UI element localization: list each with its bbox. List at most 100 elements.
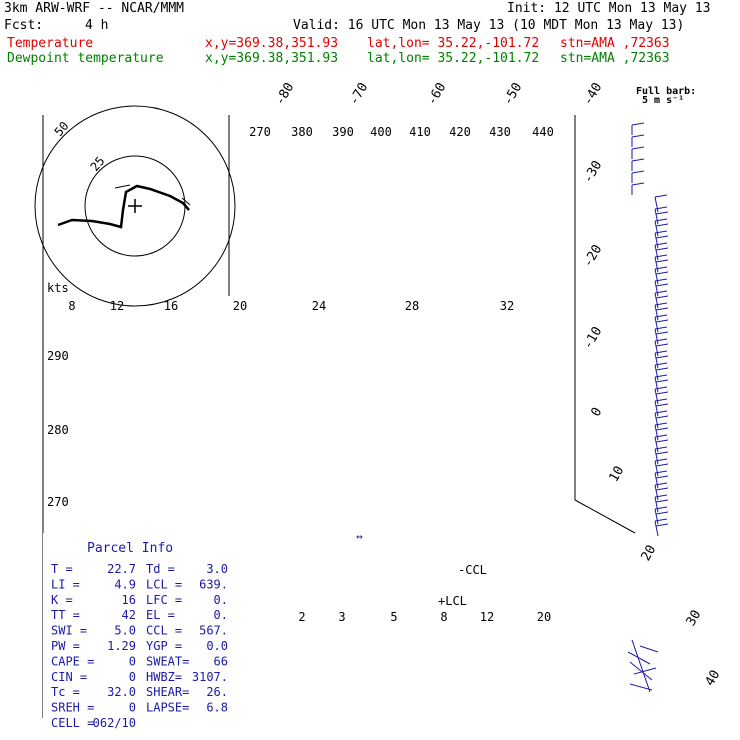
parcel-row-value: 32.0 — [107, 685, 136, 699]
isotherm-label: -20 — [581, 242, 606, 270]
parcel-row-label: SREH = — [51, 701, 94, 715]
wind-barb — [631, 158, 645, 171]
hodograph-speed-label: 28 — [405, 299, 419, 313]
panel-corner-line — [574, 499, 636, 534]
wind-barb — [654, 290, 669, 309]
hodograph-trace — [57, 184, 190, 229]
isotherm-label: -80 — [273, 80, 298, 108]
parcel-row-label: Tc = — [51, 685, 80, 699]
parcel-row-value: 4.9 — [114, 577, 136, 591]
parcel-row-value: 16 — [122, 593, 136, 607]
wind-barb — [631, 146, 645, 159]
wind-barb — [631, 170, 645, 183]
theta-label: 380 — [291, 125, 313, 139]
parcel-row-value: 1.29 — [107, 639, 136, 653]
hodograph-speed-label: 12 — [110, 299, 124, 313]
parcel-row-label: PW = — [51, 639, 80, 653]
barb-legend-title: Full barb: — [636, 86, 696, 97]
valid-time: Valid: 16 UTC Mon 13 May 13 (10 MDT Mon … — [293, 18, 685, 33]
isotherm-label: -10 — [581, 324, 606, 352]
wind-barb — [654, 398, 669, 417]
parcel-row-label: K = — [51, 593, 73, 607]
theta-label: 400 — [370, 125, 392, 139]
parcel-row-value: 26. — [206, 685, 228, 699]
hodograph-units-label: kts — [47, 281, 69, 295]
theta-left-label: 280 — [47, 423, 69, 437]
mixing-ratio-label: 20 — [537, 610, 551, 624]
wind-barb — [654, 494, 669, 513]
dewpoint-station: stn=AMA ,72363 — [560, 51, 670, 66]
parcel-row-value: 639. — [199, 577, 228, 591]
isotherm-label: -70 — [347, 80, 372, 108]
wind-barb — [654, 350, 669, 369]
parcel-row-value: 22.7 — [107, 562, 136, 576]
hodograph-ring-label: 25 — [88, 154, 108, 174]
forecast-label: Fcst: — [4, 18, 44, 33]
hodograph: 25 50 kts 8 12 16 20 24 28 32 — [34, 105, 514, 313]
wind-barb — [654, 482, 669, 501]
temperature-xy: x,y=369.38,351.93 — [205, 36, 339, 51]
wind-barb — [631, 134, 645, 147]
lcl-marker-label: +LCL — [438, 594, 467, 608]
hodograph-speed-label: 16 — [164, 299, 178, 313]
wind-barb — [654, 338, 669, 357]
wind-barb — [654, 278, 669, 297]
mixing-ratio-label: 2 — [298, 610, 305, 624]
theta-left-label: 270 — [47, 495, 69, 509]
isotherm-label: -40 — [581, 80, 606, 108]
hodograph-center-icon — [128, 199, 142, 213]
mixing-ratio-label: 12 — [480, 610, 494, 624]
hodograph-speed-label: 32 — [500, 299, 514, 313]
theta-label: 410 — [409, 125, 431, 139]
parcel-row-label: CCL = — [146, 624, 182, 638]
parcel-row-value: 66 — [214, 654, 228, 668]
wind-barb — [654, 518, 669, 537]
hodograph-speed-label: 8 — [68, 299, 75, 313]
parcel-row-label: LI = — [51, 577, 80, 591]
isotherm-label: 10 — [607, 464, 628, 485]
parcel-row-label: CIN = — [51, 670, 87, 684]
parcel-marker-icon: ↔ — [356, 530, 363, 543]
isotherm-label: -30 — [581, 158, 606, 186]
parcel-row-value: 5.0 — [114, 624, 136, 638]
barb-legend-value: 5 m s⁻¹ — [642, 95, 684, 106]
mixing-ratio-label: 8 — [440, 610, 447, 624]
init-time: Init: 12 UTC Mon 13 May 13 — [507, 1, 711, 16]
isotherm-label: 20 — [639, 543, 660, 564]
parcel-row-value: 0. — [214, 593, 228, 607]
parcel-row-label: LFC = — [146, 593, 182, 607]
parcel-row-label: CAPE = — [51, 654, 94, 668]
parcel-row-value: 0 — [129, 701, 136, 715]
theta-label: 420 — [449, 125, 471, 139]
wind-barb — [631, 182, 645, 195]
parcel-row-label: SWI = — [51, 624, 87, 638]
wind-barb — [654, 362, 669, 381]
wind-barb-column: Full barb:5 m s⁻¹ — [627, 86, 696, 693]
wind-barb — [654, 242, 669, 261]
theta-label: 390 — [332, 125, 354, 139]
temperature-latlon: lat,lon= 35.22,-101.72 — [367, 36, 540, 51]
parcel-row-label: T = — [51, 562, 73, 576]
parcel-info-title: Parcel Info — [87, 541, 173, 556]
parcel-info-panel: Parcel Info T = 22.7 Td = 3.0 LI = 4.9 LCL = 639… — [43, 533, 231, 730]
wind-barb — [654, 326, 669, 345]
wind-barb — [654, 386, 669, 405]
parcel-row-label: Td = — [146, 562, 175, 576]
theta-label: 440 — [532, 125, 554, 139]
parcel-row-label: TT = — [51, 608, 80, 622]
parcel-row-value: 062/10 — [93, 716, 136, 730]
wind-barb — [654, 314, 669, 333]
parcel-row-label: SWEAT= — [146, 654, 189, 668]
isotherm-label: 30 — [684, 608, 705, 629]
wind-barb — [654, 446, 669, 465]
parcel-row-value: 567. — [199, 624, 228, 638]
wind-barb — [654, 374, 669, 393]
hodograph-ring-label: 50 — [52, 119, 72, 139]
parcel-row-value: 3.0 — [206, 562, 228, 576]
dewpoint-legend: Dewpoint temperature — [7, 51, 164, 66]
parcel-row-value: 0.0 — [206, 639, 228, 653]
mixing-ratio-label: 5 — [390, 610, 397, 624]
ccl-marker-label: -CCL — [458, 563, 487, 577]
parcel-row-label: SHEAR= — [146, 685, 189, 699]
wind-barb — [654, 422, 669, 441]
